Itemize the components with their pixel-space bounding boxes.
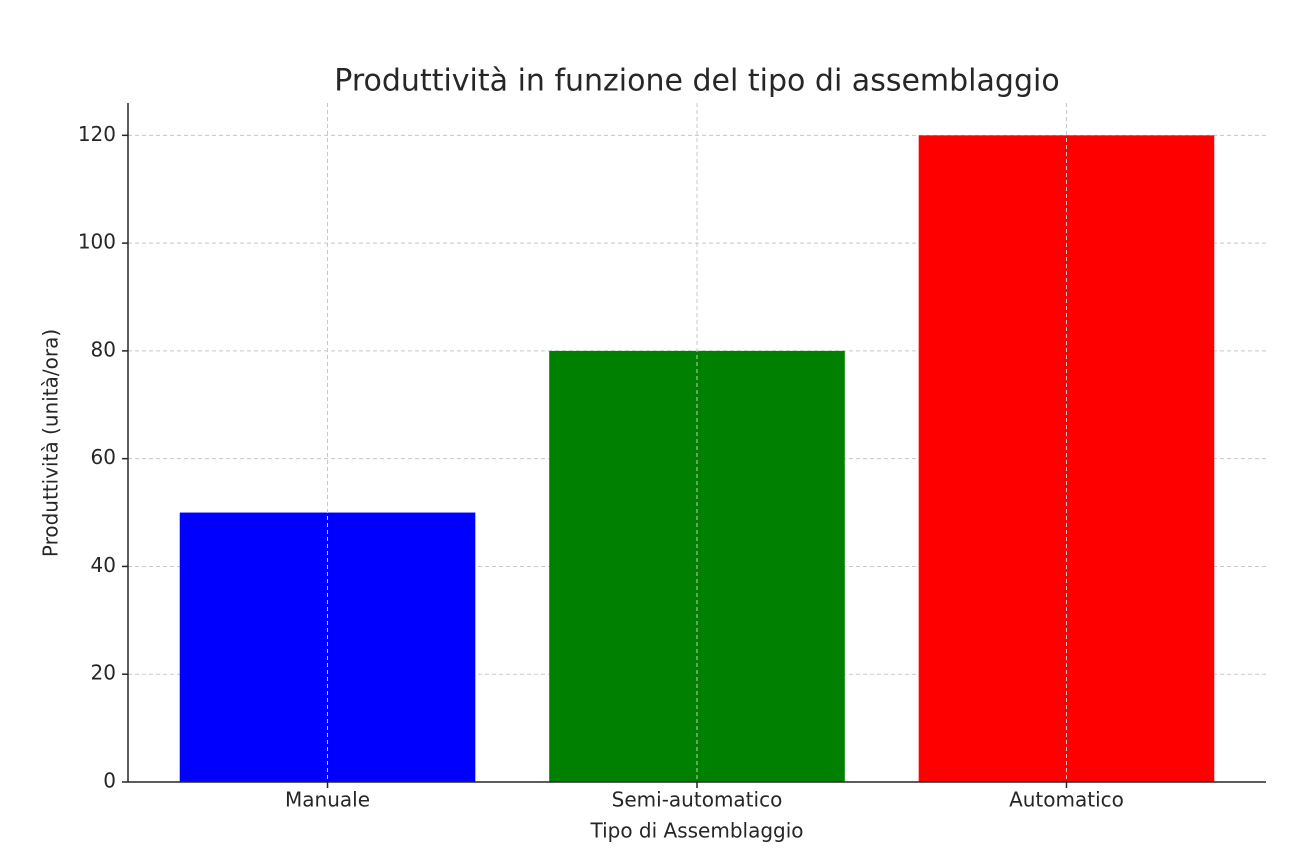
chart-title: Produttività in funzione del tipo di ass… [334,64,1059,99]
x-axis-label: Tipo di Assemblaggio [589,819,803,843]
y-tick-label: 100 [78,230,116,254]
bar [179,512,476,782]
y-tick-label: 40 [91,553,116,577]
x-tick-label: Automatico [1009,788,1124,812]
y-tick-label: 0 [103,769,116,793]
y-tick-label: 20 [91,661,116,685]
x-tick-label: Semi-automatico [612,788,783,812]
y-axis-label: Produttività (unità/ora) [39,329,63,557]
y-tick-label: 60 [91,445,116,469]
y-tick-label: 120 [78,122,116,146]
y-tick-label: 80 [91,337,116,361]
x-tick-label: Manuale [285,788,370,812]
